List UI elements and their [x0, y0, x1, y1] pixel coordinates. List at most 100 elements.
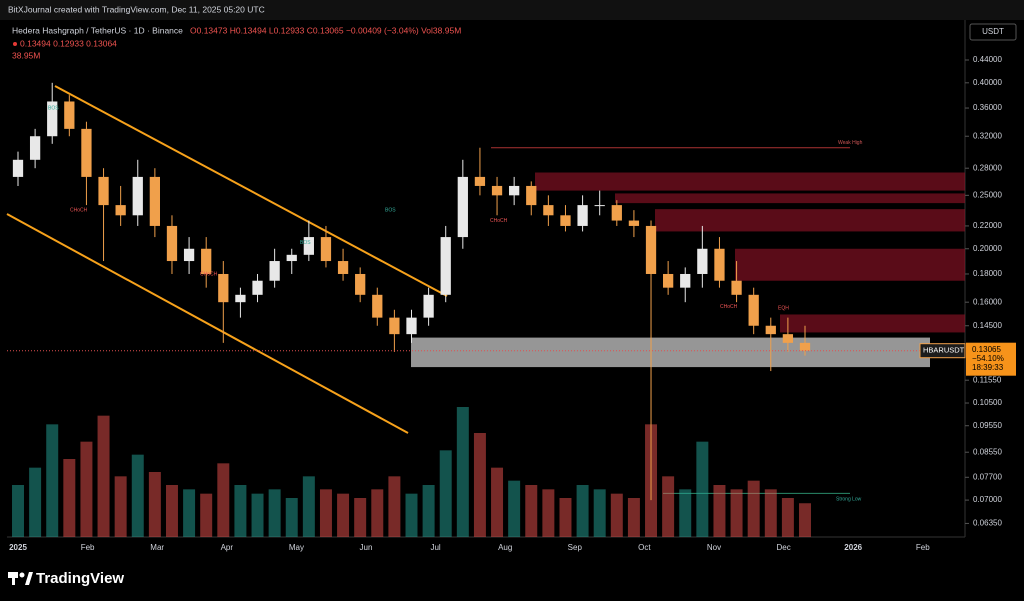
candle-body [12, 159, 24, 177]
candle-body [47, 101, 58, 137]
volume-bar [131, 454, 144, 537]
candle-body [98, 176, 109, 206]
candle-body [64, 101, 75, 129]
volume-bar [662, 476, 675, 537]
volume-bar [696, 441, 709, 537]
volume-bar [576, 485, 589, 537]
credit: BitXJournal created with TradingView.com… [8, 4, 265, 14]
candle-body [81, 128, 92, 177]
candle-body [303, 237, 314, 255]
candle-body [269, 261, 280, 281]
volume-bar [439, 450, 452, 537]
x-tick-label: Jun [360, 543, 373, 552]
channel-upper [54, 85, 448, 297]
candle-body [782, 334, 794, 343]
candle-body [611, 205, 622, 221]
candle-body [560, 215, 571, 226]
candle-body [149, 176, 161, 226]
x-tick-label: Mar [150, 543, 164, 552]
symbol-label: HBARUSDT [923, 346, 965, 355]
supply-zone [615, 193, 965, 204]
candle-body [440, 237, 451, 295]
structure-label: BOS [300, 240, 311, 246]
y-tick-label: 0.32000 [973, 131, 1002, 140]
currency: USDT [982, 27, 1004, 36]
symbol: Hedera Hashgraph / TetherUS · 1D · Binan… [12, 25, 183, 35]
candle-body [166, 225, 178, 262]
x-tick-label: Aug [498, 543, 512, 552]
volume-bar [285, 498, 298, 537]
candle-body [799, 342, 811, 351]
candle-body [594, 205, 605, 207]
candle-body [697, 248, 708, 274]
volume-bar [593, 489, 606, 537]
x-tick-label: Oct [638, 543, 651, 552]
x-tick-label: Feb [916, 543, 930, 552]
y-tick-label: 0.07700 [973, 472, 1002, 481]
candle-body [662, 273, 674, 288]
volume-bar [491, 467, 504, 537]
y-tick-label: 0.28000 [973, 163, 1002, 172]
x-tick-label: Feb [81, 543, 95, 552]
volume-bar [12, 485, 24, 537]
channel-lower [6, 213, 409, 434]
y-tick-label: 0.06350 [973, 519, 1002, 528]
x-tick-label: Dec [776, 543, 790, 552]
y-tick-label: 0.36000 [973, 103, 1002, 112]
candle-body [406, 317, 417, 335]
candle-body [29, 136, 41, 160]
structure-label: EQH [778, 306, 789, 312]
volume-bar [251, 493, 264, 537]
top-bar [0, 0, 1024, 20]
candle-body [132, 176, 143, 216]
y-tick-label: 0.11550 [973, 375, 1002, 384]
volume-bar [234, 485, 247, 537]
y-tick-label: 0.16000 [973, 297, 1002, 306]
volume-bar [559, 498, 572, 537]
x-tick-label: Apr [221, 543, 234, 552]
x-tick-label: 2026 [844, 543, 862, 552]
volume-bar [63, 459, 76, 537]
candle-body [577, 205, 588, 226]
volume-bar [747, 480, 760, 537]
candle-body [389, 317, 400, 335]
price-box [966, 342, 1016, 376]
demand-zone [411, 337, 930, 368]
volume-bar [388, 476, 401, 537]
volume-bar [80, 441, 93, 537]
structure-label: CHoCH [70, 207, 88, 213]
logo-part [19, 572, 25, 578]
volume-bar [542, 489, 555, 537]
volume-bar [371, 489, 384, 537]
volume-bar [302, 476, 315, 537]
volume-bar [46, 424, 59, 537]
volume-bar [679, 489, 692, 537]
volume-bar [730, 489, 743, 537]
volume-readout: 38.95M [12, 50, 40, 60]
supply-zone [655, 209, 965, 232]
plot: 0.44000 0.40000 0.36000 0.32000 0.28000 0.250… [7, 55, 1016, 552]
strong-low-label: Strong Low [836, 497, 862, 503]
candle-body [183, 248, 195, 262]
x-tick-label: 2025 [9, 543, 27, 552]
volume-bar [764, 489, 777, 537]
candle-body [355, 273, 366, 295]
x-tick-label: May [289, 543, 304, 552]
brand: TradingView [8, 570, 124, 587]
candle-body [457, 176, 468, 238]
volume-bar [422, 485, 435, 537]
currency-box [969, 23, 1017, 41]
y-tick-label: 0.09550 [973, 421, 1002, 430]
volume-bar [165, 485, 178, 537]
volume-bar [200, 493, 213, 537]
candle-body [115, 205, 126, 216]
volume-bar [114, 476, 127, 537]
volume-bar [508, 480, 521, 537]
x-tick-label: Sep [568, 543, 583, 552]
countdown: 18:39:33 [972, 363, 1004, 372]
structure-label: CHoCH [490, 218, 508, 224]
candle-body [645, 225, 657, 274]
logo-part [12, 572, 15, 585]
volume-bar [148, 472, 161, 537]
